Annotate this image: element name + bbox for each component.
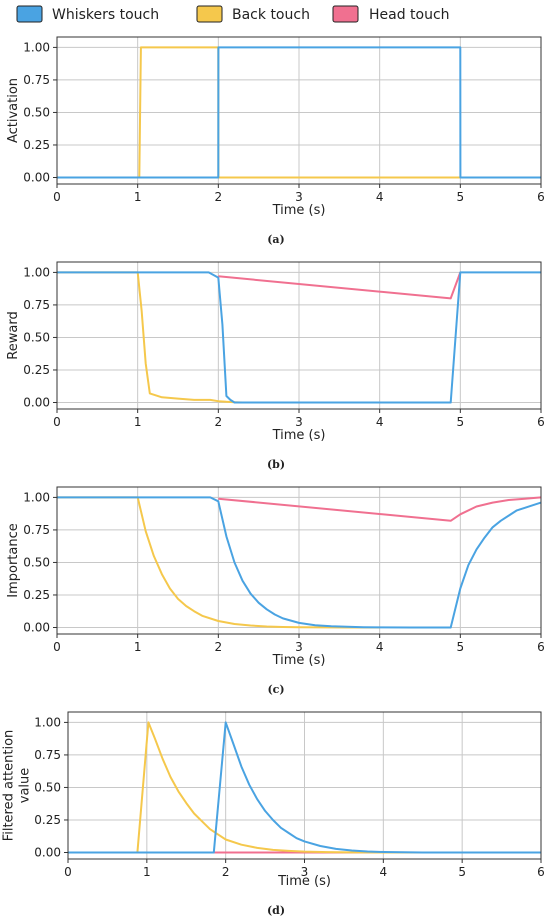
y-tick-label: 0.50 — [23, 105, 50, 119]
x-tick-label: 1 — [134, 640, 142, 654]
x-axis-label: Time (s) — [272, 428, 326, 443]
y-tick-label: 0.50 — [23, 555, 50, 569]
x-tick-label: 2 — [215, 640, 223, 654]
y-tick-label: 0.75 — [23, 73, 50, 87]
legend-label-whiskers: Whiskers touch — [52, 7, 159, 23]
legend-label-head: Head touch — [369, 7, 450, 23]
x-tick-label: 4 — [376, 190, 384, 204]
x-tick-label: 0 — [53, 415, 61, 429]
chart-panel-b: 0 1 2 3 4 5 6 0.00 0.25 0.50 0.75 1.00 Time (s) Rewar… — [6, 261, 545, 471]
x-tick-label: 2 — [215, 190, 223, 204]
panel-caption: (d) — [267, 904, 285, 917]
chart-panel-d: 0 1 2 3 4 5 6 0.00 0.25 0.50 0.75 1.00 Time (s) Filte… — [2, 711, 545, 917]
y-tick-label: 0.00 — [23, 395, 50, 409]
y-tick-label: 0.75 — [23, 523, 50, 537]
x-tick-label: 5 — [457, 415, 465, 429]
plot-frame — [67, 711, 542, 860]
series-line-whiskers-touch — [68, 721, 541, 854]
series-line-back-touch — [57, 496, 380, 629]
x-tick-label: 1 — [143, 865, 151, 879]
x-tick-label: 2 — [222, 865, 230, 879]
legend-item-whiskers: Whiskers touch — [16, 5, 159, 23]
x-tick-label: 3 — [295, 640, 303, 654]
x-tick-label: 5 — [457, 640, 465, 654]
legend-item-back: Back touch — [196, 5, 310, 23]
x-tick-label: 6 — [537, 415, 545, 429]
y-tick-label: 0.75 — [34, 748, 61, 762]
series-line-whiskers-touch — [57, 271, 541, 404]
y-tick-label: 0.50 — [34, 780, 61, 794]
legend-swatch-back — [196, 5, 223, 23]
x-tick-label: 6 — [537, 865, 545, 879]
panel-caption: (a) — [267, 233, 285, 246]
x-tick-label: 6 — [537, 640, 545, 654]
y-tick-label: 1.00 — [34, 715, 61, 729]
y-tick-label: 0.00 — [23, 620, 50, 634]
y-tick-label: 0.25 — [23, 363, 50, 377]
y-tick-label: 0.25 — [34, 813, 61, 827]
x-tick-label: 0 — [64, 865, 72, 879]
y-axis-label: Activation — [6, 78, 21, 143]
y-tick-label: 0.25 — [23, 588, 50, 602]
y-tick-label: 1.00 — [23, 40, 50, 54]
series-line-whiskers-touch — [57, 496, 542, 629]
y-tick-label: 1.00 — [23, 490, 50, 504]
x-tick-label: 5 — [458, 865, 466, 879]
chart-panel-c: 0 1 2 3 4 5 6 0.00 0.25 0.50 0.75 1.00 Time (s) Impor… — [6, 486, 545, 696]
y-tick-label: 1.00 — [23, 265, 50, 279]
panel-caption: (b) — [267, 458, 285, 471]
y-axis-label: Reward — [6, 311, 21, 359]
legend: Whiskers touch Back touch Head touch — [16, 5, 450, 23]
y-tick-label: 0.50 — [23, 330, 50, 344]
legend-swatch-head — [332, 5, 359, 23]
x-tick-label: 3 — [301, 865, 309, 879]
legend-label-back: Back touch — [232, 7, 310, 23]
x-axis-label: Time (s) — [272, 203, 326, 218]
x-tick-label: 1 — [134, 190, 142, 204]
x-tick-label: 5 — [457, 190, 465, 204]
series-line-back-touch — [68, 721, 541, 854]
chart-panel-a: 0 1 2 3 4 5 6 0.00 0.25 0.50 0.75 1.00 Time (s) Activ… — [6, 36, 545, 246]
x-tick-label: 1 — [134, 415, 142, 429]
x-axis-label: Time (s) — [277, 874, 331, 889]
series-line-whiskers-touch — [57, 46, 541, 179]
series-line-head-touch — [218, 496, 542, 522]
y-axis-label: Importance — [6, 523, 21, 598]
legend-swatch-whiskers — [16, 5, 43, 23]
x-tick-label: 0 — [53, 190, 61, 204]
x-tick-label: 4 — [380, 865, 388, 879]
plot-frame — [56, 486, 542, 635]
x-tick-label: 0 — [53, 640, 61, 654]
x-tick-label: 4 — [376, 415, 384, 429]
plot-frame — [56, 261, 542, 410]
x-tick-label: 3 — [295, 190, 303, 204]
panel-caption: (c) — [267, 683, 284, 696]
y-tick-label: 0.00 — [34, 845, 61, 859]
series-line-back-touch — [57, 271, 243, 404]
x-tick-label: 6 — [537, 190, 545, 204]
x-tick-label: 4 — [376, 640, 384, 654]
x-axis-label: Time (s) — [272, 653, 326, 668]
x-tick-label: 2 — [215, 415, 223, 429]
y-axis-label: Filtered attentionvalue — [2, 730, 33, 842]
y-tick-label: 0.25 — [23, 138, 50, 152]
plot-frame — [56, 36, 542, 185]
y-tick-label: 0.75 — [23, 298, 50, 312]
series-line-head-touch — [218, 272, 462, 300]
x-tick-label: 3 — [295, 415, 303, 429]
y-tick-label: 0.00 — [23, 170, 50, 184]
legend-item-head: Head touch — [332, 5, 450, 23]
